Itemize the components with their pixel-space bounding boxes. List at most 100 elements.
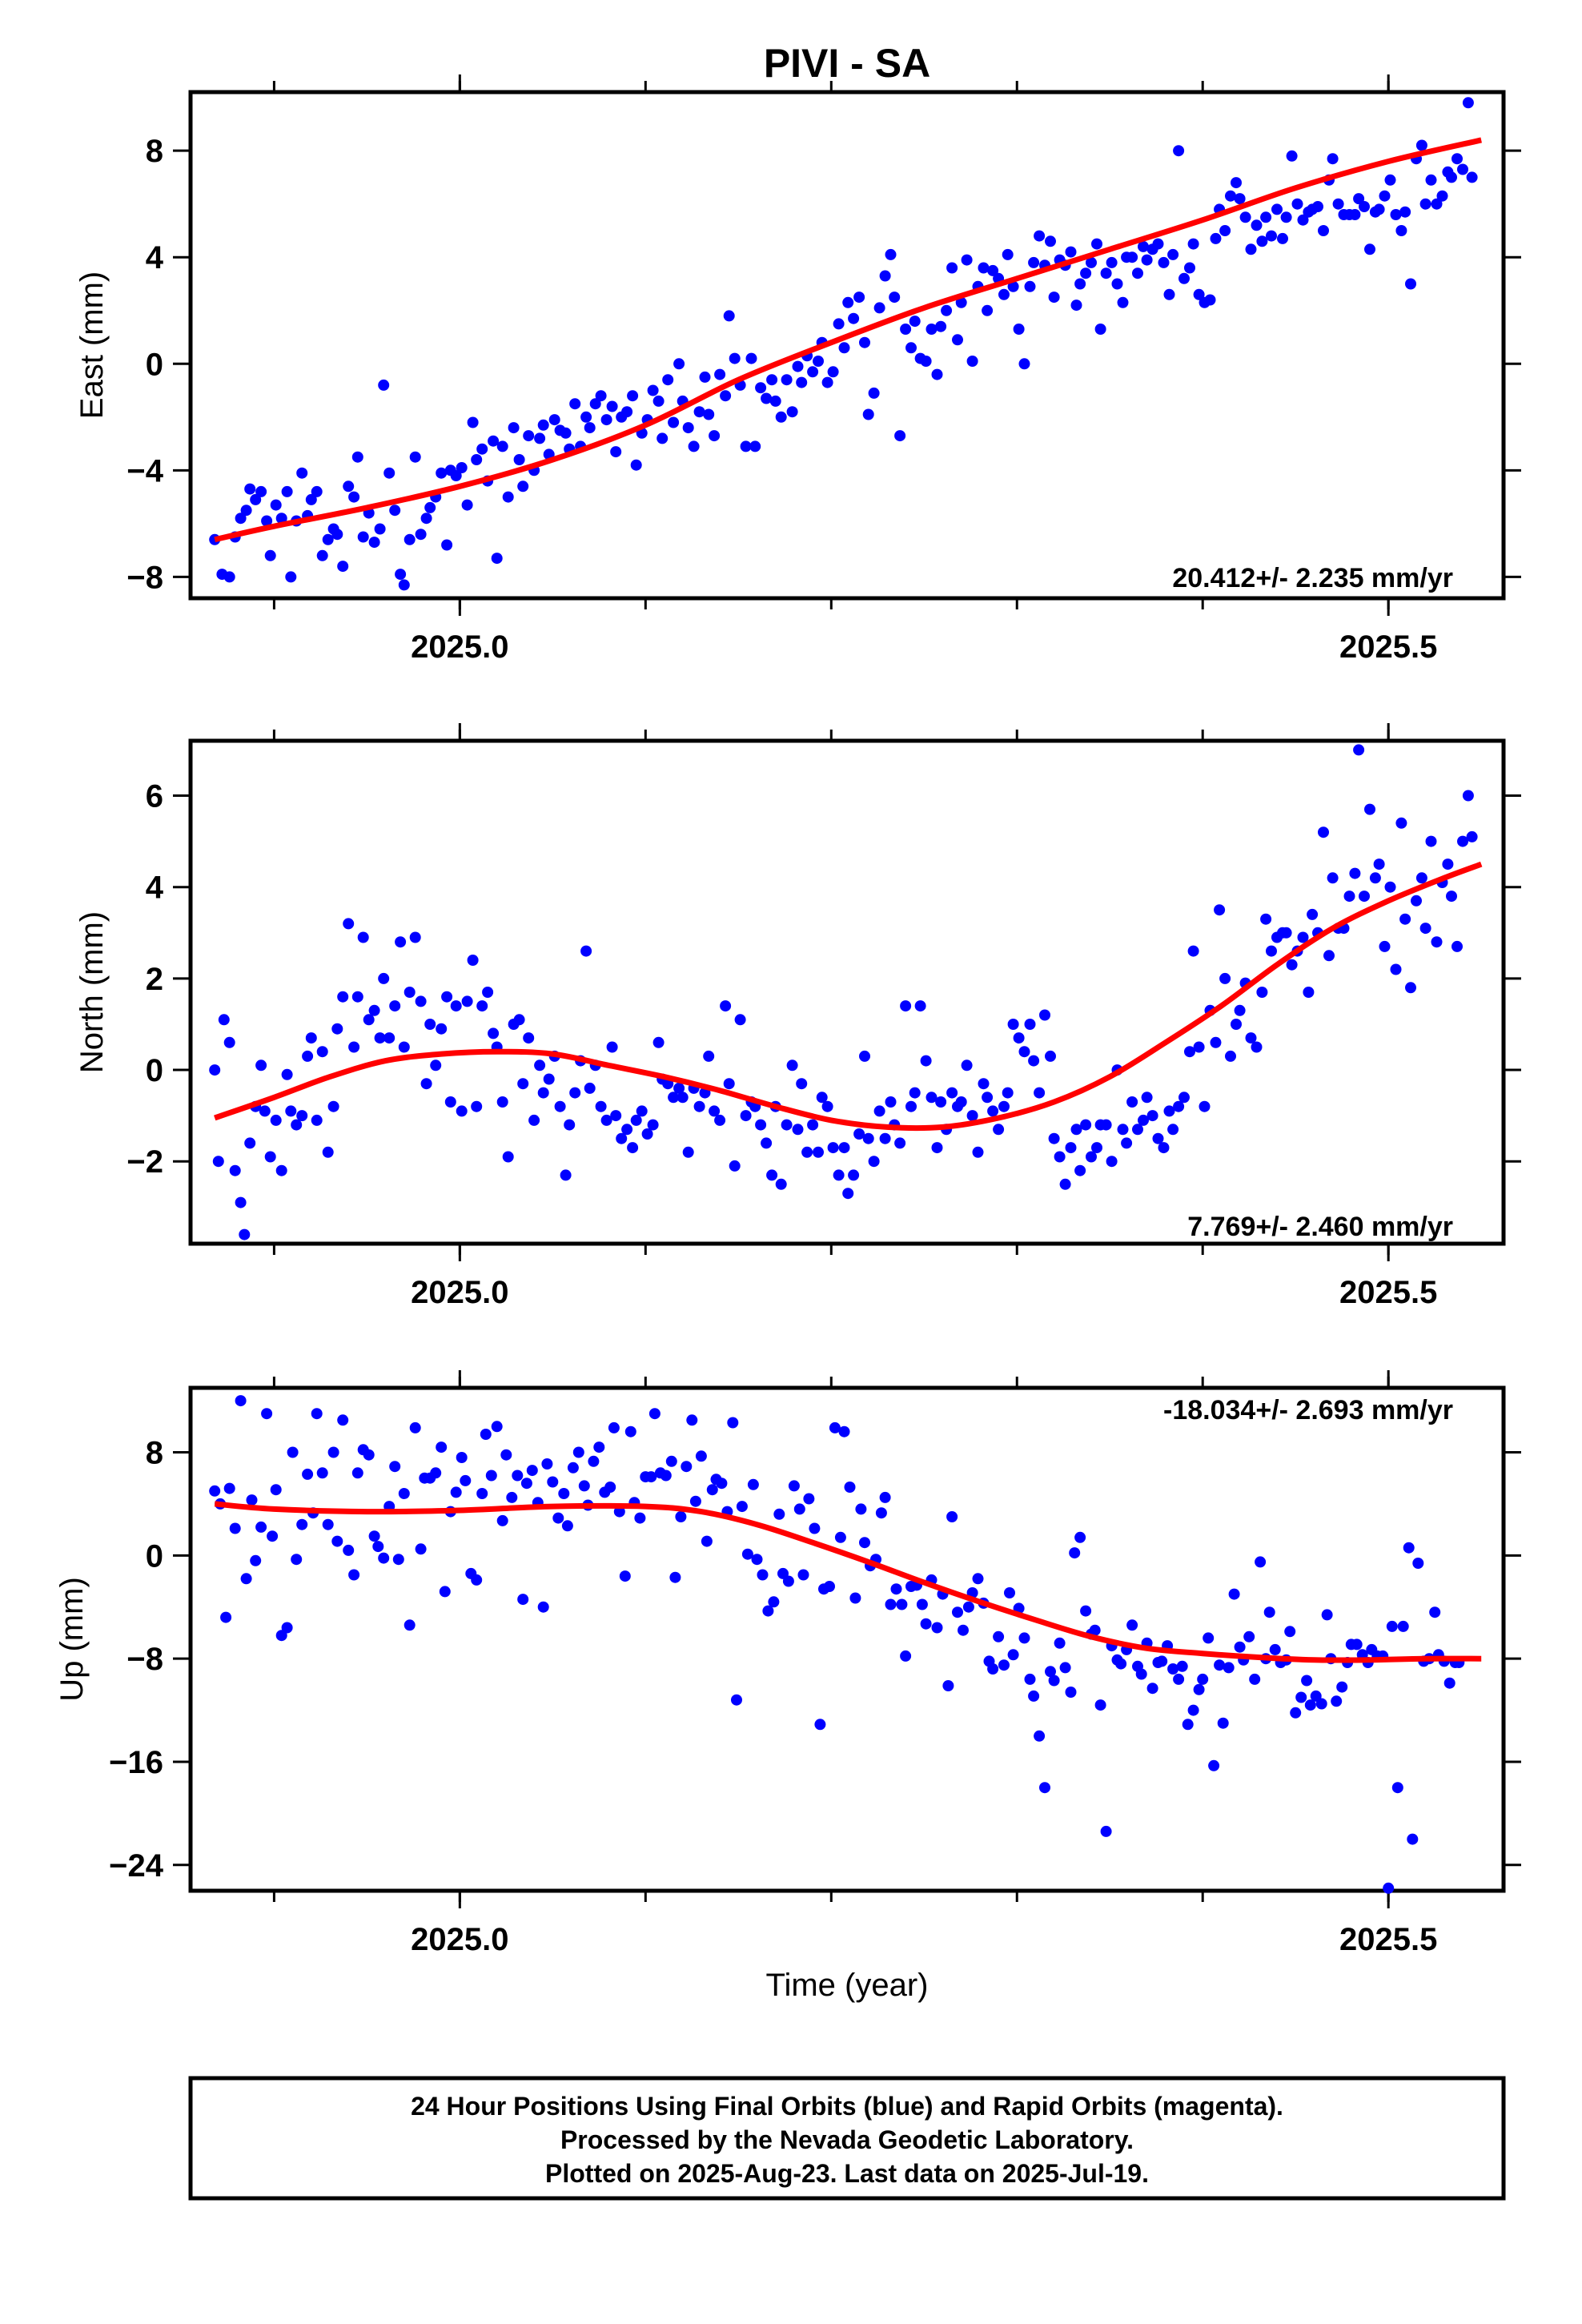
data-point [807,366,819,378]
data-point [348,491,360,503]
data-point [796,376,808,388]
data-point [395,936,407,948]
data-point [720,390,732,402]
data-point [1028,1690,1040,1702]
data-point [569,398,581,410]
data-point [316,1467,328,1479]
data-point [1369,872,1381,884]
data-point [584,422,596,434]
data-point [885,1598,897,1610]
data-point [1343,891,1355,903]
data-point [444,1096,456,1108]
data-point [796,1078,808,1090]
data-point [395,569,407,581]
data-point [1158,256,1170,268]
data-point [775,1178,787,1190]
figure-title: PIVI - SA [764,41,930,86]
data-point [1074,1531,1086,1543]
data-point [351,991,363,1003]
data-point [1126,251,1138,263]
data-point [485,1470,497,1482]
data-point [275,513,287,525]
data-point [1100,1119,1112,1131]
data-point [668,416,680,428]
data-point [736,1501,748,1513]
data-point [1121,1137,1133,1149]
data-point [456,462,468,473]
data-point [517,480,529,493]
y-tick-label: −24 [109,1848,164,1884]
data-point [838,1425,850,1437]
data-point [357,531,369,543]
data-point [311,1114,323,1126]
data-point [409,931,421,943]
data-point [343,480,355,493]
data-point [1390,963,1402,975]
data-point [821,376,833,388]
data-point [502,1151,514,1163]
data-point [675,1511,687,1522]
data-point [209,1485,221,1497]
y-tick-label: −8 [126,1642,163,1677]
data-point [1303,987,1315,998]
data-point [741,1548,753,1560]
data-point [461,995,473,1007]
data-point [1089,1624,1101,1636]
data-point [534,1059,546,1072]
data-point [900,324,912,335]
data-point [513,1014,525,1026]
y-tick-label: 8 [146,134,163,169]
data-point [961,254,973,266]
data-point [1462,97,1474,109]
data-point [305,493,317,505]
data-point [1373,858,1385,870]
data-point [502,491,514,503]
data-point [1446,171,1457,183]
data-point [686,1414,698,1426]
data-point [1054,1637,1066,1649]
data-point [229,1164,241,1176]
panel-east: 2025.0 2025.5 −8 −4 0 4 8 East (mm) 20.412+/- … [74,74,1521,665]
data-point [693,406,705,418]
data-point [1074,1164,1086,1176]
data-point [751,1554,763,1566]
data-point [766,1169,778,1181]
data-point [716,1478,728,1490]
data-point [1152,238,1164,250]
data-point [829,1421,841,1433]
data-point [1442,858,1454,870]
data-point [648,1408,661,1420]
data-point [681,1461,693,1473]
data-point [662,374,674,386]
data-point [982,1092,994,1104]
data-point [844,1482,856,1493]
data-point [1013,324,1025,335]
data-point [281,485,293,497]
data-point [560,1169,572,1181]
fit-curve [214,861,1483,1132]
data-point [588,1455,600,1467]
data-point [584,1082,596,1094]
data-point [942,1680,954,1691]
data-point [1167,248,1179,260]
data-point [855,1503,867,1515]
data-point [824,1581,835,1592]
data-point [240,505,252,517]
data-point [311,1408,323,1420]
axis-ticks: 2025.0 2025.5 −24 −16 −8 0 8 [109,1370,1521,1957]
data-point [645,1471,657,1483]
data-point [1228,1588,1240,1600]
data-point [244,1137,256,1149]
data-point [624,1425,636,1437]
data-point [567,1462,579,1474]
data-point [1048,292,1060,304]
data-point [450,1486,462,1498]
data-point [246,1494,258,1506]
data-point [827,366,839,378]
data-point [1007,1649,1019,1661]
data-point [467,416,479,428]
data-point [1260,211,1272,223]
data-point [1007,1019,1019,1030]
data-point [374,1032,386,1044]
data-point [1312,201,1323,212]
